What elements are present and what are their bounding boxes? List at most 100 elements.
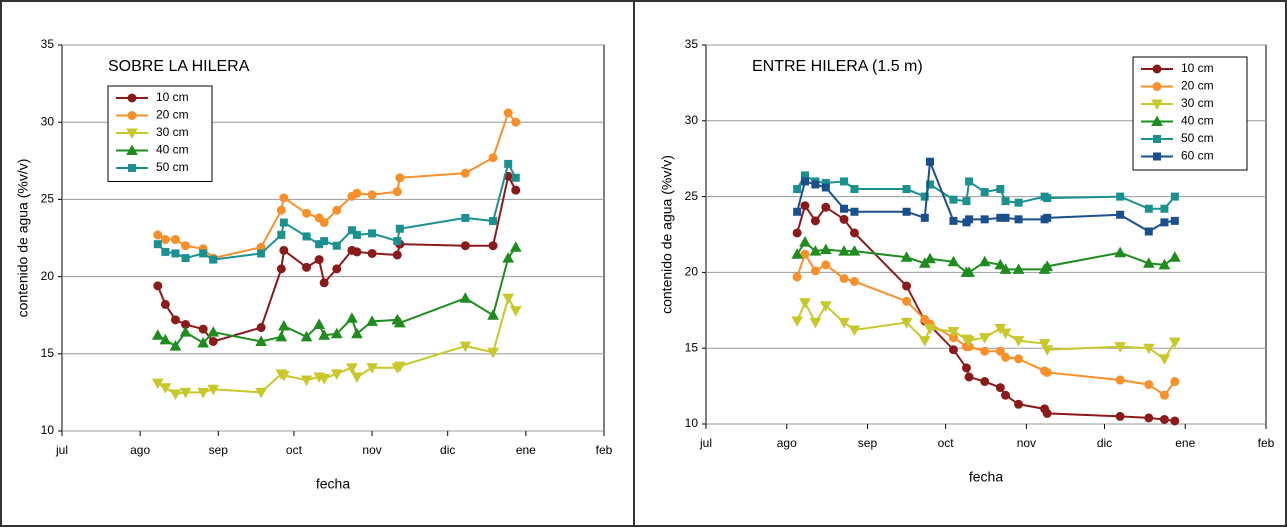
marker xyxy=(980,188,989,197)
y-tick-label: 20 xyxy=(685,265,699,279)
marker xyxy=(821,202,831,212)
marker xyxy=(800,177,809,186)
legend-label: 20 cm xyxy=(156,108,189,122)
y-tick-label: 35 xyxy=(41,37,55,51)
marker xyxy=(799,298,811,309)
marker xyxy=(197,387,210,399)
marker xyxy=(1041,260,1054,271)
marker xyxy=(461,213,470,222)
marker xyxy=(160,299,170,309)
marker xyxy=(509,241,522,252)
marker xyxy=(170,315,180,325)
x-tick-label: sep xyxy=(209,443,229,457)
x-tick-label: feb xyxy=(596,443,613,457)
marker xyxy=(460,168,470,178)
marker xyxy=(352,188,362,198)
marker xyxy=(276,205,286,215)
marker xyxy=(503,108,513,118)
legend-marker xyxy=(1153,152,1161,161)
marker xyxy=(1170,192,1179,201)
marker xyxy=(366,315,378,326)
marker xyxy=(1043,213,1052,222)
marker xyxy=(169,340,182,351)
marker xyxy=(848,325,861,337)
marker xyxy=(1142,343,1155,355)
marker xyxy=(999,263,1012,274)
marker xyxy=(393,361,406,373)
marker xyxy=(926,157,934,166)
marker xyxy=(996,185,1005,194)
chart-title: ENTRE HILERA (1.5 m) xyxy=(752,58,923,75)
marker xyxy=(900,251,913,262)
marker xyxy=(920,213,929,222)
marker xyxy=(1115,411,1125,421)
marker xyxy=(800,249,810,259)
marker xyxy=(792,228,802,238)
x-tick-label: nov xyxy=(1017,436,1036,450)
marker xyxy=(1014,215,1023,224)
marker xyxy=(819,301,832,312)
marker xyxy=(848,245,861,256)
marker xyxy=(504,159,513,168)
marker xyxy=(255,335,268,346)
legend-marker xyxy=(127,93,137,103)
marker xyxy=(839,214,849,224)
marker xyxy=(393,316,406,328)
marker xyxy=(1001,197,1010,206)
marker xyxy=(838,245,850,256)
marker xyxy=(368,229,377,238)
legend-marker xyxy=(126,144,138,155)
marker xyxy=(488,241,498,251)
marker xyxy=(160,235,170,245)
marker xyxy=(198,324,208,334)
marker xyxy=(511,185,521,195)
marker xyxy=(318,329,331,340)
marker xyxy=(502,293,515,305)
marker xyxy=(924,252,936,264)
marker xyxy=(995,346,1005,356)
marker xyxy=(181,254,190,263)
marker xyxy=(1115,375,1125,385)
marker xyxy=(999,328,1012,340)
marker xyxy=(488,153,498,163)
marker xyxy=(947,255,960,267)
marker xyxy=(275,330,288,342)
marker xyxy=(346,312,358,323)
marker xyxy=(793,185,802,194)
legend-marker xyxy=(126,128,138,140)
marker xyxy=(314,255,324,265)
marker xyxy=(171,249,180,258)
x-tick-label: oct xyxy=(286,443,303,457)
marker xyxy=(978,333,991,344)
y-axis-label: contenido de agua (%v/v) xyxy=(15,159,31,318)
marker xyxy=(351,372,363,383)
legend-label: 20 cm xyxy=(1181,79,1214,93)
marker xyxy=(902,281,912,291)
marker xyxy=(994,258,1007,270)
legend-marker xyxy=(1151,99,1163,111)
marker xyxy=(902,296,912,306)
marker xyxy=(181,241,191,251)
marker xyxy=(1144,413,1154,423)
marker xyxy=(1014,198,1023,207)
marker xyxy=(318,374,331,385)
legend-marker xyxy=(127,111,137,120)
marker xyxy=(170,235,180,245)
y-tick-label: 10 xyxy=(41,423,55,437)
x-axis-label: fecha xyxy=(969,469,1003,485)
panel-frame xyxy=(633,0,1287,527)
marker xyxy=(277,319,290,331)
marker xyxy=(791,316,804,327)
marker xyxy=(1116,210,1125,219)
marker xyxy=(208,336,218,346)
marker xyxy=(821,183,830,192)
y-tick-label: 30 xyxy=(41,114,55,128)
marker xyxy=(821,260,831,270)
marker xyxy=(791,248,804,259)
marker xyxy=(179,326,192,337)
marker xyxy=(330,327,343,339)
marker xyxy=(300,375,313,387)
marker xyxy=(366,363,378,374)
